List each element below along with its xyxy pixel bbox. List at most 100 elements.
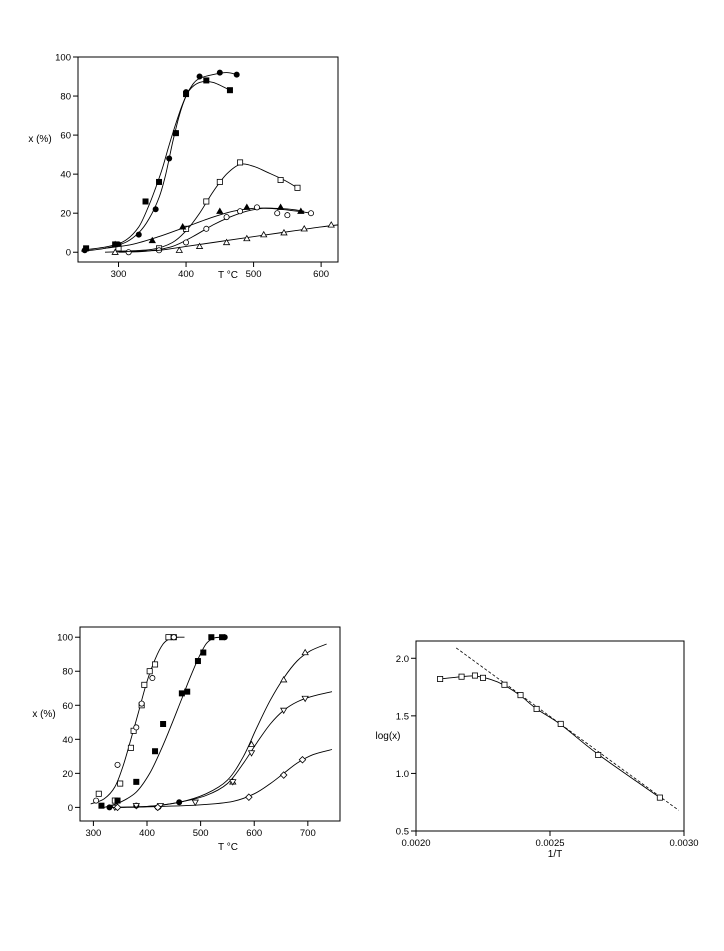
- fit-curve: [109, 749, 333, 808]
- data-point: [203, 77, 210, 84]
- fit-curve: [440, 675, 661, 798]
- x-tick-label: 600: [246, 828, 262, 839]
- data-point: [117, 780, 124, 787]
- series-open-square: [437, 672, 663, 801]
- data-point: [279, 771, 288, 779]
- data-point: [222, 238, 231, 246]
- data-point: [223, 214, 230, 221]
- data-point: [437, 676, 444, 683]
- y-tick-label: 0: [68, 803, 73, 814]
- data-point: [237, 159, 244, 166]
- fit-curve: [103, 636, 223, 808]
- data-point: [327, 221, 335, 228]
- data-point: [274, 210, 281, 217]
- data-point: [178, 223, 187, 230]
- data-point: [229, 779, 237, 786]
- data-point: [247, 740, 256, 748]
- data-point: [277, 176, 284, 183]
- x-tick-label: 0.0030: [669, 838, 698, 849]
- data-point: [138, 700, 145, 707]
- x-tick-label: 500: [193, 828, 209, 839]
- data-point: [458, 673, 465, 680]
- data-point: [237, 208, 244, 215]
- data-point: [127, 744, 134, 751]
- x-tick-label: 300: [111, 269, 127, 280]
- data-point: [196, 73, 203, 80]
- data-point: [245, 793, 253, 801]
- data-point: [226, 87, 233, 94]
- data-point: [152, 748, 159, 755]
- data-point: [111, 248, 119, 255]
- data-point: [83, 245, 90, 252]
- y-axis-title: x (%): [28, 134, 51, 145]
- data-point: [200, 649, 207, 656]
- data-point: [183, 239, 190, 246]
- y-tick-label: 100: [57, 633, 73, 644]
- x-tick-label: 400: [178, 269, 194, 280]
- data-point: [221, 634, 228, 641]
- data-point: [148, 236, 156, 244]
- data-point: [517, 692, 524, 699]
- y-tick-label: 20: [62, 769, 73, 780]
- data-point: [260, 230, 268, 238]
- x-tick-label: 0.0025: [535, 838, 564, 849]
- data-point: [141, 681, 148, 688]
- data-point: [557, 720, 564, 727]
- data-point: [300, 225, 308, 232]
- chart-3: 0.0020 0.0025 0.0030 0.5 1.0 1.5 2.0 1/T log(x): [375, 640, 699, 860]
- data-point: [133, 778, 140, 785]
- data-point: [194, 658, 201, 665]
- data-point: [111, 240, 119, 248]
- x-tick-label: 600: [313, 269, 329, 280]
- series-open-circle: [93, 634, 177, 804]
- x-tick-label: 400: [139, 828, 155, 839]
- data-point: [301, 695, 309, 703]
- x-axis-title: T °C: [218, 842, 238, 853]
- plot-frame: [415, 640, 685, 832]
- series-filled-square: [81, 77, 233, 252]
- series-open-diamond: [109, 749, 333, 812]
- data-point: [172, 130, 179, 137]
- fit-curve: [118, 207, 312, 253]
- data-point: [298, 755, 307, 764]
- data-point: [216, 207, 224, 214]
- data-point: [149, 675, 156, 682]
- data-point: [294, 184, 301, 191]
- chart-1: 300 400 500 600 0 20 40 60 80 100 T °C x (%): [28, 53, 339, 281]
- data-point: [280, 707, 288, 715]
- series-open-triangle: [109, 643, 327, 808]
- data-point: [243, 234, 251, 242]
- data-point: [253, 204, 260, 211]
- series-open-circle: [118, 204, 314, 256]
- data-point: [114, 761, 121, 768]
- data-point: [501, 681, 508, 688]
- plot-frame: [79, 626, 341, 822]
- y-tick-label: 20: [60, 209, 71, 220]
- data-point: [156, 178, 163, 185]
- y-tick-label: 40: [62, 735, 73, 746]
- data-point: [233, 71, 240, 78]
- y-tick-label: 1.5: [396, 711, 409, 722]
- series-open-square: [90, 634, 185, 805]
- y-axis-title: log(x): [375, 731, 400, 742]
- data-point: [115, 245, 122, 252]
- y-tick-label: 40: [60, 170, 71, 181]
- y-tick-label: 100: [55, 53, 71, 64]
- plot-frame: [77, 56, 339, 263]
- data-point: [165, 634, 172, 641]
- data-point: [301, 648, 309, 656]
- data-point: [95, 790, 102, 797]
- series-open-triangle: [104, 221, 338, 255]
- fit-curve: [109, 691, 333, 808]
- data-point: [216, 69, 223, 76]
- series-filled-circle: [106, 634, 228, 811]
- y-tick-label: 60: [60, 131, 71, 142]
- data-point: [183, 91, 190, 98]
- y-tick-label: 2.0: [396, 654, 409, 665]
- data-point: [133, 724, 140, 731]
- data-point: [247, 750, 256, 757]
- y-tick-label: 0.5: [396, 827, 409, 838]
- data-point: [656, 794, 663, 801]
- data-point: [170, 634, 177, 641]
